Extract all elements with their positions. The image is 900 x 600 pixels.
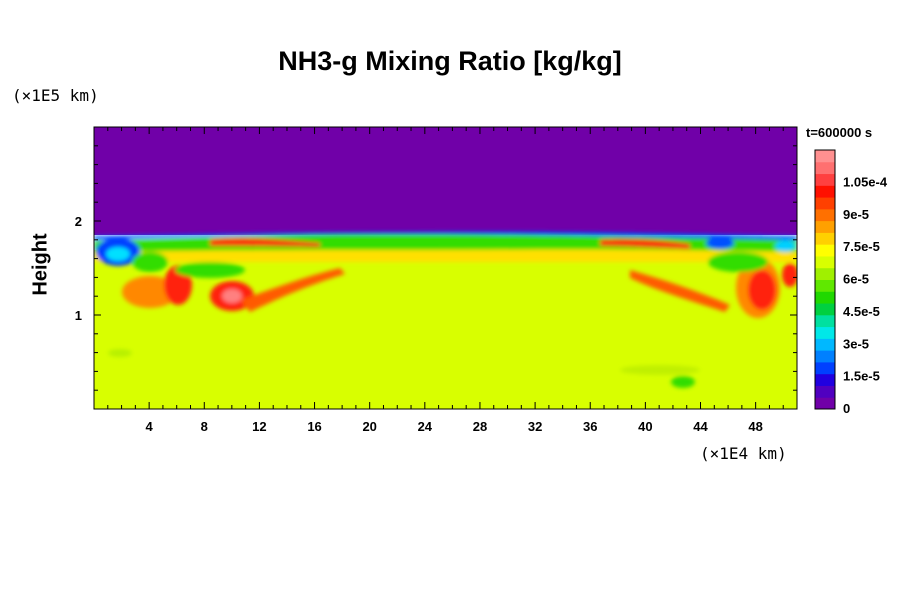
y-tick-label: 2 xyxy=(75,214,82,229)
colorbar-swatch xyxy=(815,303,835,316)
x-tick-label: 20 xyxy=(362,419,376,434)
eddy-right-cyan xyxy=(775,240,795,252)
plume-left-green xyxy=(175,262,245,278)
patch-lower-1 xyxy=(671,376,695,388)
x-tick-label: 16 xyxy=(307,419,321,434)
colorbar-swatch xyxy=(815,208,835,222)
colorbar-swatch xyxy=(815,385,835,398)
x-tick-label: 24 xyxy=(418,419,433,434)
x-tick-label: 4 xyxy=(146,419,154,434)
eddy-left-green xyxy=(132,252,168,272)
colorbar-swatch xyxy=(815,326,835,339)
colorbar-swatch xyxy=(815,161,835,175)
streak-right xyxy=(600,239,690,249)
colorbar-swatch xyxy=(815,314,835,328)
plume-right-1 xyxy=(630,270,730,312)
x-tick-label: 8 xyxy=(201,419,208,434)
colorbar-label: 4.5e-5 xyxy=(843,304,880,319)
plume-left-5 xyxy=(240,268,345,312)
colorbar-swatch xyxy=(815,255,835,269)
colorbar xyxy=(814,149,836,410)
plume-left-4 xyxy=(222,289,242,303)
colorbar-swatch xyxy=(815,350,835,363)
colorbar-swatch xyxy=(815,244,835,257)
plume-right-4 xyxy=(782,263,797,287)
heatmap-field xyxy=(94,127,797,409)
colorbar-swatch xyxy=(815,338,835,351)
colorbar-swatch xyxy=(815,279,835,292)
plume-left-1 xyxy=(122,276,178,308)
colorbar-label: 3e-5 xyxy=(843,336,869,351)
time-label: t=600000 s xyxy=(806,125,873,140)
colorbar-swatch xyxy=(815,291,835,304)
axis-ticks xyxy=(94,127,797,409)
colorbar-swatch xyxy=(815,185,835,198)
field-band-blue xyxy=(94,231,797,240)
colorbar-label: 6e-5 xyxy=(843,272,869,287)
x-tick-label: 36 xyxy=(583,419,597,434)
field-band-green xyxy=(94,232,797,252)
colorbar-label: 0 xyxy=(843,401,850,416)
colorbar-label: 9e-5 xyxy=(843,207,869,222)
streak-left xyxy=(210,238,320,247)
colorbar-swatch xyxy=(815,197,835,210)
x-tick-label: 48 xyxy=(748,419,762,434)
colorbar-swatch xyxy=(815,361,835,375)
x-tick-label: 32 xyxy=(528,419,542,434)
colorbar-swatch xyxy=(815,150,835,163)
patch-lower-2 xyxy=(108,349,132,357)
colorbar-label: 1.5e-5 xyxy=(843,369,880,384)
colorbar-frame xyxy=(814,149,836,410)
colorbar-swatch xyxy=(815,397,835,410)
colorbar-swatch xyxy=(815,220,835,233)
colorbar-swatch xyxy=(815,173,835,186)
x-unit-label: (×1E4 km) xyxy=(700,444,787,463)
chart-title: NH3-g Mixing Ratio [kg/kg] xyxy=(278,46,622,76)
x-tick-label: 40 xyxy=(638,419,652,434)
colorbar-swatch xyxy=(815,232,835,245)
colorbar-swatch xyxy=(815,267,835,280)
colorbar-label: 7.5e-5 xyxy=(843,239,880,254)
eddy-left-cyan xyxy=(106,247,130,261)
plume-right-green xyxy=(708,252,768,272)
plot-frame xyxy=(93,126,798,410)
eddy-right-blue xyxy=(706,237,734,249)
colorbar-label: 1.05e-4 xyxy=(843,174,888,189)
y-tick-label: 1 xyxy=(75,308,82,323)
y-unit-label: (×1E5 km) xyxy=(12,86,99,105)
plume-right-3 xyxy=(748,270,776,310)
y-tick-labels: 12 xyxy=(75,214,82,323)
x-tick-label: 28 xyxy=(473,419,487,434)
patch-lower-3 xyxy=(620,365,700,375)
field-upper xyxy=(94,127,797,235)
x-tick-labels: 4 8 12 16 20 24 28 32 36 40 44 48 xyxy=(146,419,763,434)
x-tick-label: 12 xyxy=(252,419,266,434)
x-tick-label: 44 xyxy=(693,419,708,434)
colorbar-labels: 0 1.5e-5 3e-5 4.5e-5 6e-5 7.5e-5 9e-5 1.05e-4 xyxy=(843,174,888,416)
colorbar-swatch xyxy=(815,373,835,386)
